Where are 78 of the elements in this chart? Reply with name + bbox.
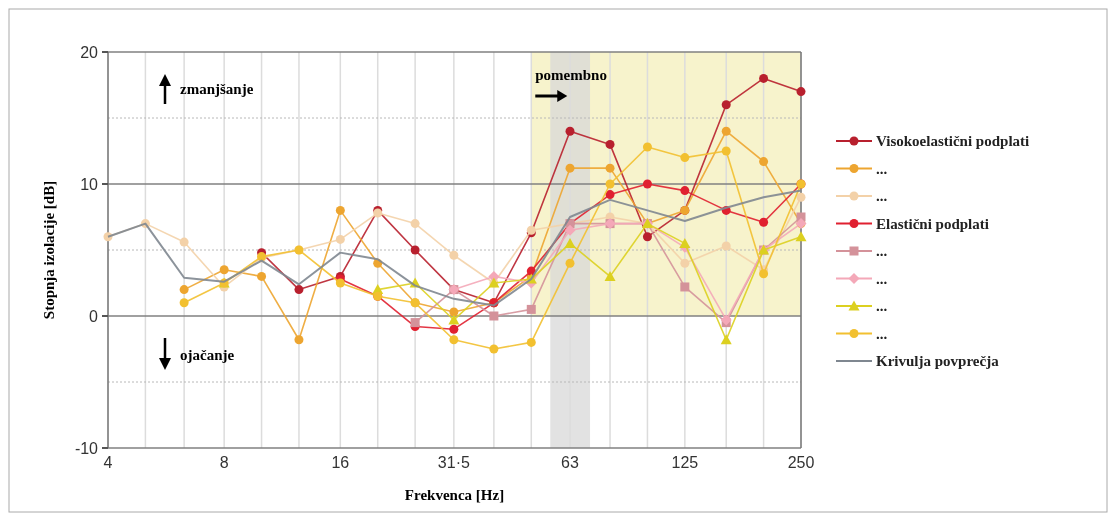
- point: [642, 179, 652, 189]
- x-tick-label: 31·5: [437, 454, 470, 471]
- point: [759, 269, 769, 279]
- point: [720, 314, 732, 326]
- point: [448, 314, 460, 325]
- y-axis-title: Stopnja izolacije [dB]: [41, 180, 57, 320]
- point: [335, 278, 345, 288]
- point: [642, 142, 652, 152]
- point: [720, 334, 732, 345]
- x-axis-title: Frekvenca [Hz]: [404, 487, 505, 503]
- point: [721, 241, 731, 251]
- legend-label: ...: [876, 243, 888, 259]
- y-tick-label: 10: [80, 176, 99, 193]
- point: [679, 237, 691, 248]
- point: [795, 231, 807, 242]
- y-tick-label: 20: [80, 44, 99, 61]
- annotation: ojačanje: [180, 347, 235, 363]
- point: [179, 237, 189, 247]
- point: [759, 157, 769, 167]
- point: [219, 265, 229, 275]
- point: [721, 146, 731, 156]
- x-tick-label: 125: [671, 454, 699, 471]
- legend-label: ...: [876, 298, 888, 314]
- legend-label: ...: [876, 325, 888, 342]
- point: [605, 179, 615, 189]
- point: [294, 335, 304, 345]
- point: [721, 126, 731, 136]
- point: [796, 87, 806, 97]
- point: [564, 237, 576, 248]
- point: [564, 224, 576, 236]
- point: [526, 337, 536, 347]
- point: [642, 232, 652, 242]
- x-tick-label: 4: [103, 454, 113, 471]
- point: [410, 219, 420, 229]
- point: [335, 205, 345, 215]
- point: [526, 304, 536, 314]
- point: [605, 139, 615, 149]
- x-tick-label: 250: [787, 454, 815, 471]
- point: [796, 192, 806, 202]
- point: [294, 285, 304, 295]
- point: [759, 73, 769, 83]
- annotation: zmanjšanje: [180, 81, 254, 97]
- legend-label: Visokoelastični podplati: [876, 133, 1030, 149]
- x-tick-label: 8: [219, 454, 229, 471]
- point: [680, 258, 690, 268]
- band-label: pomembno: [535, 67, 607, 83]
- point: [680, 282, 690, 292]
- point: [335, 234, 345, 244]
- legend-label: ...: [876, 270, 888, 287]
- point: [605, 190, 615, 200]
- point: [179, 285, 189, 295]
- point: [680, 153, 690, 163]
- y-tick-label: -10: [74, 440, 99, 457]
- point: [257, 271, 267, 281]
- point: [449, 307, 459, 317]
- point: [449, 250, 459, 260]
- point: [410, 318, 420, 328]
- point: [680, 186, 690, 196]
- point: [565, 163, 575, 173]
- point: [604, 270, 616, 281]
- point: [565, 126, 575, 136]
- point: [605, 163, 615, 173]
- point: [179, 298, 189, 308]
- legend-label: ...: [876, 160, 888, 177]
- point: [449, 335, 459, 345]
- point: [565, 258, 575, 268]
- legend-label: Elastični podplati: [876, 215, 989, 232]
- y-tick-label: 0: [89, 308, 99, 325]
- point: [721, 100, 731, 110]
- point: [489, 311, 499, 321]
- point: [449, 324, 459, 334]
- point: [759, 217, 769, 227]
- legend-label: ...: [876, 188, 888, 204]
- point: [410, 245, 420, 255]
- x-tick-label: 16: [331, 454, 350, 471]
- x-tick-label: 63: [561, 454, 580, 471]
- point: [489, 344, 499, 354]
- legend-label: Krivulja povprečja: [876, 353, 1000, 369]
